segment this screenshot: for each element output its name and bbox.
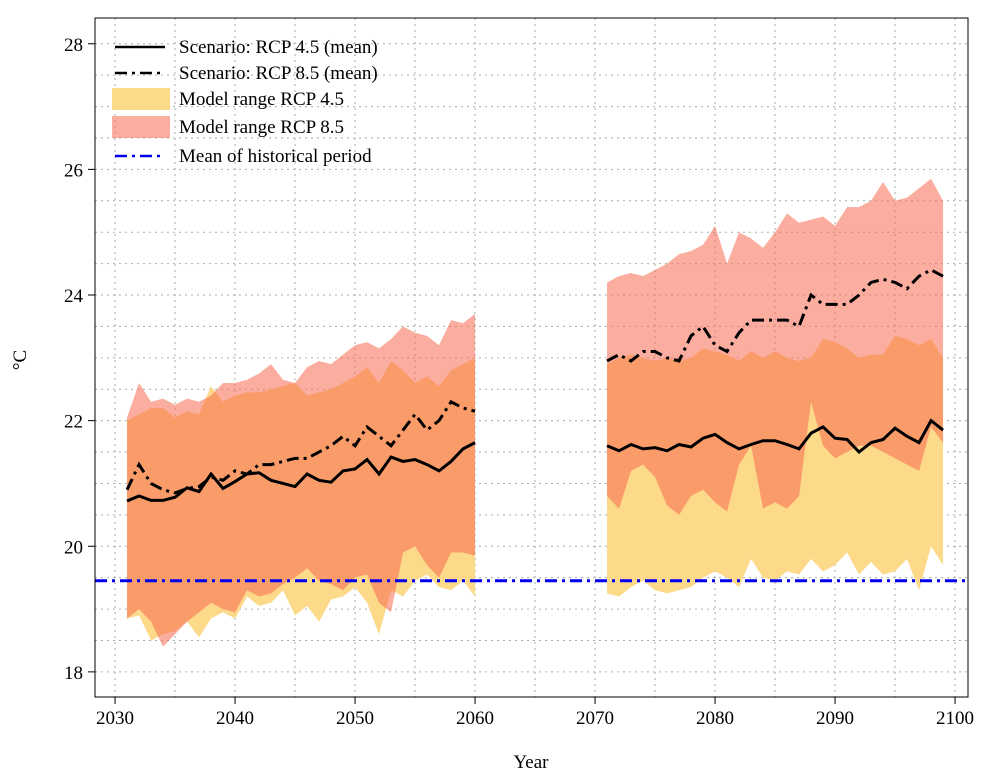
- x-tick-label: 2050: [336, 708, 374, 729]
- y-tick-label: 26: [64, 160, 83, 181]
- y-tick-label: 28: [64, 35, 83, 56]
- x-tick-label: 2030: [96, 708, 134, 729]
- legend-swatch: [112, 116, 170, 138]
- x-axis-label: Year: [513, 752, 549, 773]
- model-range-band: [607, 178, 944, 515]
- x-tick-label: 2060: [456, 708, 494, 729]
- y-tick-label: 18: [64, 663, 83, 684]
- plot-frame: [94, 17, 969, 698]
- x-tick-label: 2090: [816, 708, 854, 729]
- y-axis-label: °C: [10, 350, 31, 370]
- mean-line: [606, 418, 944, 455]
- legend-label: Scenario: RCP 8.5 (mean): [179, 63, 378, 84]
- mean-line: [125, 399, 476, 495]
- y-tick-label: 22: [64, 412, 83, 433]
- x-tick-label: 2070: [576, 708, 614, 729]
- y-tick-label: 20: [64, 537, 83, 558]
- legend-label: Model range RCP 8.5: [179, 117, 344, 138]
- legend-label: Scenario: RCP 4.5 (mean): [179, 37, 378, 58]
- x-tick-label: 2080: [696, 708, 734, 729]
- y-tick-label: 24: [64, 286, 84, 307]
- x-tick-label: 2100: [936, 708, 974, 729]
- legend-swatch: [112, 88, 170, 110]
- x-tick-label: 2040: [216, 708, 254, 729]
- legend-label: Model range RCP 4.5: [179, 89, 344, 110]
- legend-label: Mean of historical period: [179, 146, 372, 167]
